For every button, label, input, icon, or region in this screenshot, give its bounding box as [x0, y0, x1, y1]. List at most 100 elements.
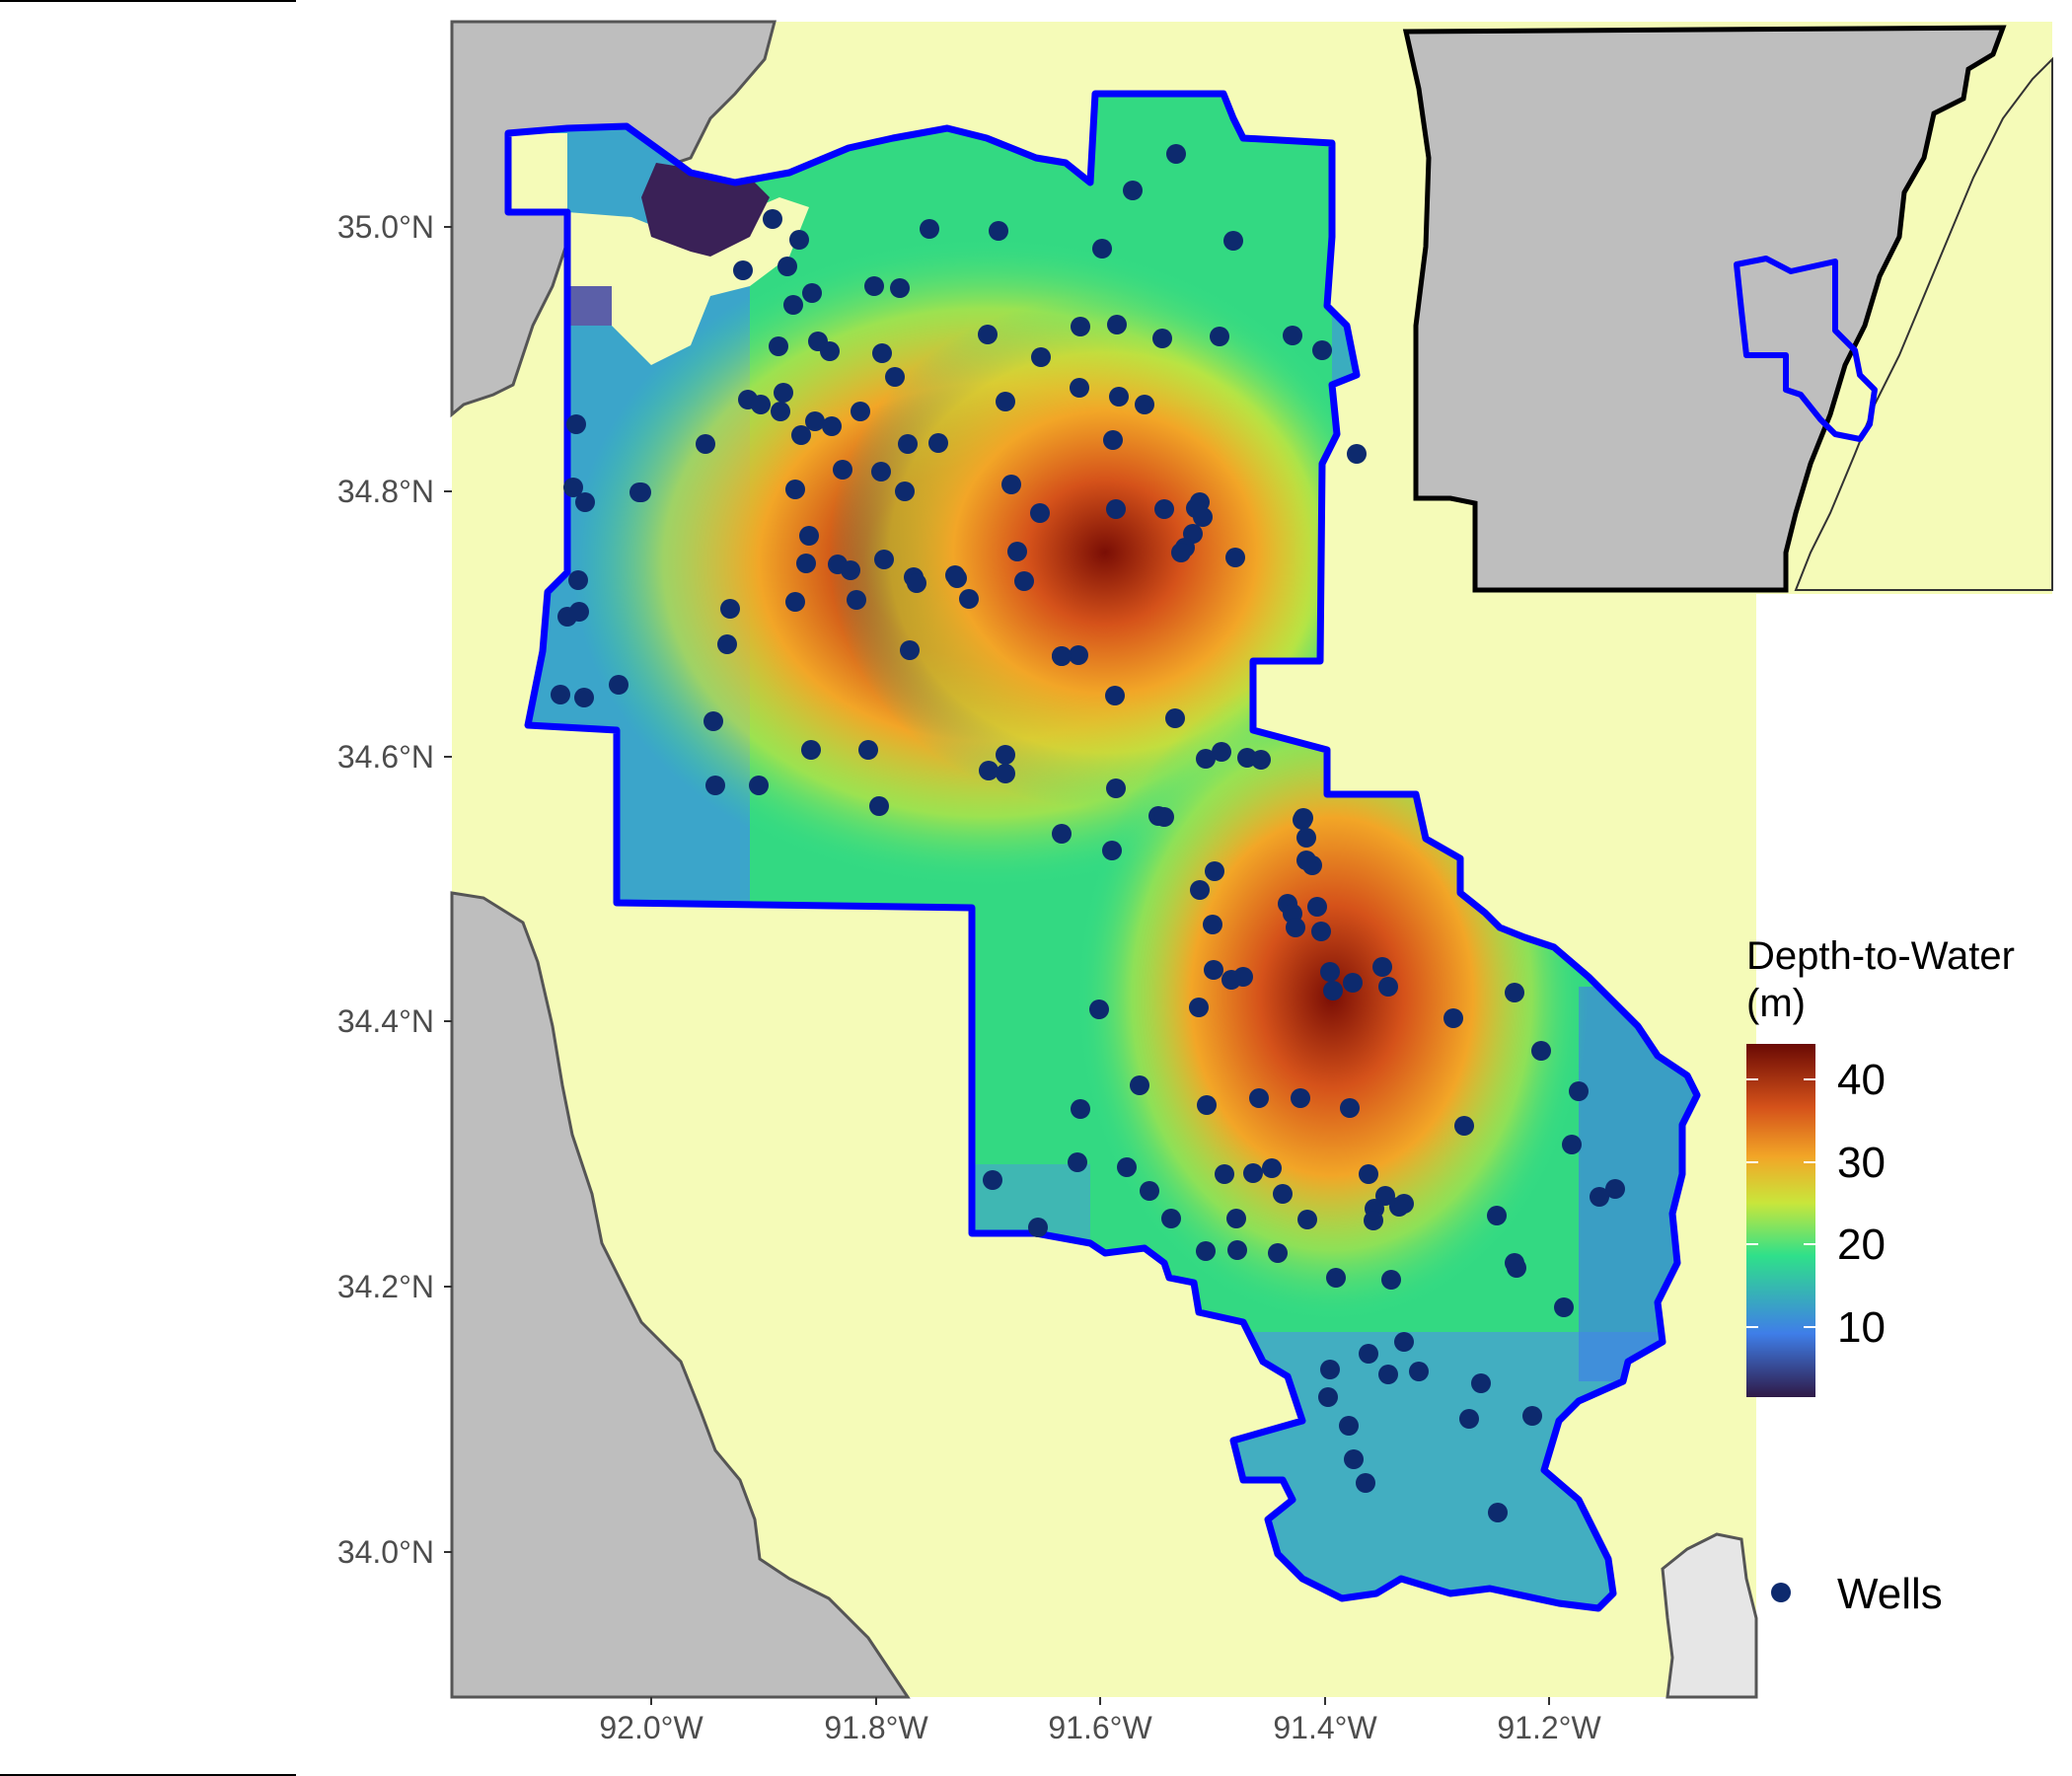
y-tick-label: 35.0°N	[337, 209, 434, 245]
well-marker	[1394, 1194, 1414, 1214]
well-marker	[1409, 1362, 1429, 1381]
well-marker	[799, 526, 819, 546]
well-marker	[1343, 973, 1363, 993]
well-marker	[1227, 1240, 1247, 1260]
x-tick-label: 92.0°W	[599, 1710, 703, 1745]
well-marker	[574, 688, 594, 707]
well-marker	[1311, 922, 1331, 941]
well-marker	[871, 462, 891, 481]
well-marker	[1605, 1179, 1625, 1199]
x-tick-label: 91.4°W	[1273, 1710, 1377, 1745]
well-marker	[1340, 1098, 1360, 1118]
well-marker	[898, 434, 918, 454]
well-marker	[983, 1170, 1002, 1190]
well-marker	[717, 634, 737, 654]
well-marker	[1028, 1218, 1048, 1237]
well-marker	[1221, 970, 1241, 990]
well-marker	[1203, 915, 1222, 934]
well-marker	[631, 482, 651, 502]
well-marker	[890, 278, 910, 298]
x-tick-label: 91.8°W	[824, 1710, 928, 1745]
well-marker	[1296, 851, 1316, 870]
well-marker	[777, 257, 797, 276]
legend-tick-label: 20	[1837, 1221, 1886, 1269]
well-marker	[1273, 1184, 1293, 1204]
well-marker	[551, 685, 570, 704]
legend-tick-label: 30	[1837, 1139, 1886, 1187]
well-marker	[996, 745, 1015, 765]
well-marker	[1165, 708, 1185, 728]
well-marker	[1225, 548, 1245, 567]
well-marker	[1318, 1387, 1338, 1407]
well-marker	[783, 295, 803, 315]
well-marker	[563, 478, 583, 497]
well-marker	[771, 402, 790, 421]
well-marker	[920, 219, 939, 239]
well-marker	[1196, 1241, 1216, 1261]
well-marker	[1443, 1008, 1463, 1028]
study-area-boundary	[504, 90, 1701, 1612]
well-marker	[1320, 962, 1340, 982]
well-marker	[1226, 1209, 1246, 1228]
well-marker	[1140, 1181, 1159, 1201]
legend-colorbar	[1746, 1044, 1815, 1397]
well-marker	[1105, 686, 1125, 705]
well-marker	[1488, 1503, 1508, 1522]
well-marker	[1130, 1075, 1149, 1095]
well-marker	[1070, 378, 1089, 398]
well-marker	[996, 764, 1015, 783]
well-marker	[978, 325, 998, 344]
well-marker	[1204, 960, 1223, 980]
well-marker	[1210, 327, 1229, 346]
well-marker	[568, 570, 588, 590]
well-marker	[1171, 543, 1191, 562]
well-marker	[703, 711, 723, 731]
well-marker	[785, 592, 805, 612]
well-marker	[1471, 1373, 1491, 1393]
well-marker	[1249, 1088, 1269, 1108]
well-marker	[1103, 430, 1123, 450]
well-marker	[900, 640, 920, 660]
legend-title: Depth-to-Water	[1746, 934, 2015, 978]
well-marker	[989, 221, 1008, 241]
well-marker	[1251, 750, 1271, 770]
well-marker	[872, 343, 892, 363]
y-tick-label: 34.8°N	[337, 474, 434, 509]
well-marker	[996, 392, 1015, 411]
well-marker	[1071, 1099, 1090, 1119]
well-marker	[1283, 326, 1302, 345]
legend-wells-label: Wells	[1837, 1570, 1943, 1618]
well-marker	[751, 395, 771, 414]
y-tick-label: 34.6°N	[337, 739, 434, 775]
well-marker	[1307, 897, 1327, 917]
well-marker	[1320, 1360, 1340, 1379]
legend: Depth-to-Water (m) 40 30 20 10 Wells	[1746, 934, 2015, 1618]
well-marker	[1071, 317, 1090, 336]
well-marker	[1569, 1081, 1589, 1101]
well-marker	[1531, 1041, 1551, 1061]
well-marker	[1161, 1209, 1181, 1228]
x-tick-label: 91.2°W	[1497, 1710, 1601, 1745]
well-marker	[801, 740, 821, 760]
well-marker	[1109, 387, 1129, 407]
well-marker	[1394, 1332, 1414, 1352]
well-marker	[947, 568, 967, 588]
well-marker	[822, 416, 842, 436]
well-marker	[1505, 1253, 1524, 1273]
well-marker	[1312, 340, 1332, 360]
y-tick-label: 34.4°N	[337, 1003, 434, 1039]
y-axis: 35.0°N 34.8°N 34.6°N 34.4°N 34.2°N 34.0°…	[337, 209, 452, 1570]
well-marker	[769, 336, 788, 356]
well-marker	[1007, 542, 1027, 561]
well-marker	[575, 492, 595, 512]
well-marker	[1243, 1163, 1263, 1183]
well-marker	[1014, 571, 1034, 591]
well-marker	[1031, 347, 1051, 367]
well-marker	[1296, 828, 1316, 848]
well-marker	[1052, 824, 1072, 844]
y-tick-label: 34.0°N	[337, 1534, 434, 1570]
well-marker	[791, 425, 811, 445]
well-marker	[569, 602, 589, 622]
well-marker	[979, 761, 999, 780]
well-marker	[1356, 1473, 1375, 1493]
